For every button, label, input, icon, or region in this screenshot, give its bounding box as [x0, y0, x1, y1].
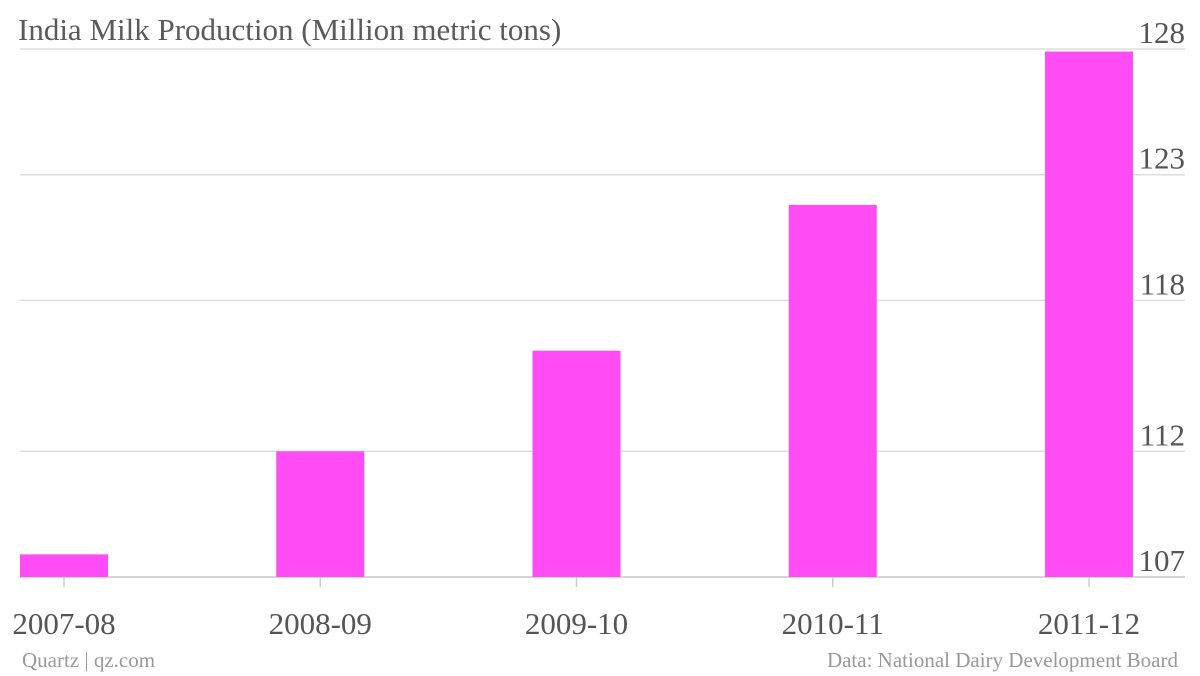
- y-tick-label: 123: [1139, 141, 1186, 176]
- y-tick-label: 112: [1140, 417, 1185, 452]
- chart-title: India Milk Production (Million metric to…: [18, 12, 562, 47]
- y-tick-label: 118: [1140, 266, 1185, 301]
- x-tick-label: 2009-10: [525, 606, 628, 641]
- bar: [788, 204, 877, 577]
- x-tick-label: 2011-12: [1038, 606, 1140, 641]
- y-tick-label: 128: [1139, 15, 1186, 50]
- bars: [20, 51, 1133, 578]
- bar: [1045, 51, 1133, 578]
- y-tick-label: 107: [1139, 543, 1186, 578]
- x-tick-label: 2010-11: [782, 606, 884, 641]
- data-source: Data: National Dairy Development Board: [826, 648, 1178, 672]
- bar: [276, 451, 365, 577]
- bar: [20, 554, 108, 577]
- x-tick-label: 2007-08: [12, 606, 115, 641]
- source-credit: Quartz | qz.com: [22, 648, 156, 672]
- x-axis-ticks: 2007-08 2008-09 2009-10 2010-11 2011-12: [12, 577, 1140, 641]
- bar: [532, 350, 621, 577]
- y-axis-ticks: 107 112 118 123 128: [1139, 15, 1186, 578]
- x-tick-label: 2008-09: [269, 606, 372, 641]
